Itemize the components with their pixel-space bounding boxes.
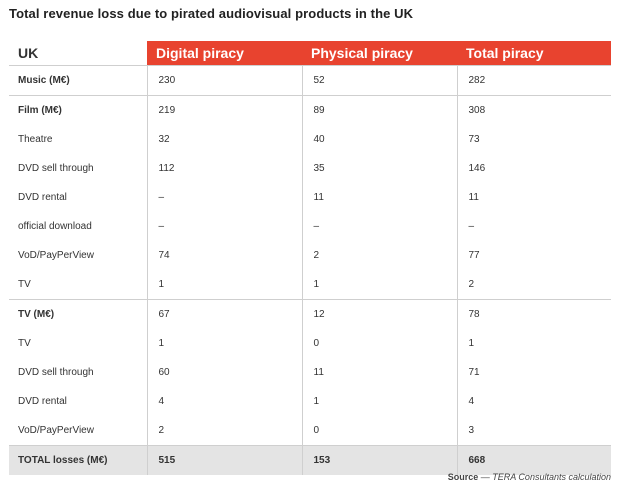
total-value: 78 — [456, 299, 611, 329]
row-label: TV — [18, 338, 31, 349]
total-value: 3 — [456, 416, 611, 446]
physical-value: 1 — [301, 270, 457, 300]
header-digital-piracy: Digital piracy — [147, 41, 302, 66]
row-label: DVD rental — [18, 192, 67, 203]
physical-value: 153 — [301, 445, 457, 475]
total-row: TOTAL losses (M€) 515 153 668 — [9, 445, 611, 475]
header-uk: UK — [9, 41, 147, 66]
physical-value: 11 — [301, 183, 457, 212]
physical-value: 35 — [301, 154, 457, 183]
total-value: 668 — [456, 445, 611, 475]
total-value: – — [456, 212, 611, 241]
source-text: TERA Consultants calculation — [492, 472, 611, 482]
digital-value: 1 — [146, 270, 302, 300]
digital-value: 32 — [146, 125, 302, 154]
total-value: 2 — [456, 270, 611, 300]
digital-value: 74 — [146, 241, 302, 270]
total-value: 308 — [456, 95, 611, 125]
digital-value: 2 — [146, 416, 302, 446]
physical-value: 40 — [301, 125, 457, 154]
total-value: 1 — [456, 329, 611, 358]
physical-value: 89 — [301, 95, 457, 125]
table-row: DVD rental 4 1 4 — [9, 387, 611, 416]
source-note: Source — TERA Consultants calculation — [448, 472, 611, 482]
table-row: DVD sell through 60 11 71 — [9, 358, 611, 387]
row-label: DVD sell through — [18, 163, 94, 174]
digital-value: 67 — [146, 299, 302, 329]
table-row: Film (M€) 219 89 308 — [9, 95, 611, 125]
row-label: Music (M€) — [18, 75, 70, 86]
total-value: 11 — [456, 183, 611, 212]
digital-value: – — [146, 212, 302, 241]
table-row: DVD rental – 11 11 — [9, 183, 611, 212]
total-value: 282 — [456, 65, 611, 96]
table-header-row: UK Digital piracy Physical piracy Total … — [9, 41, 611, 66]
total-value: 71 — [456, 358, 611, 387]
digital-value: 219 — [146, 95, 302, 125]
digital-value: 1 — [146, 329, 302, 358]
table-row: VoD/PayPerView 2 0 3 — [9, 416, 611, 446]
row-label: Film (M€) — [9, 95, 147, 125]
table-row: TV (M€) 67 12 78 — [9, 299, 611, 329]
total-value: 73 — [456, 125, 611, 154]
row-label: VoD/PayPerView — [18, 250, 94, 261]
table-row: Music (M€) 230 52 282 — [9, 65, 611, 96]
revenue-loss-table: UK Digital piracy Physical piracy Total … — [9, 41, 611, 475]
digital-value: 60 — [146, 358, 302, 387]
total-value: 146 — [456, 154, 611, 183]
table-row: VoD/PayPerView 74 2 77 — [9, 241, 611, 270]
header-total-piracy: Total piracy — [457, 41, 611, 66]
row-label: TOTAL losses (M€) — [9, 445, 147, 475]
digital-value: 230 — [146, 65, 302, 96]
table-title: Total revenue loss due to pirated audiov… — [9, 6, 414, 21]
header-physical-piracy: Physical piracy — [302, 41, 457, 66]
row-label: TV (M€) — [9, 299, 147, 329]
physical-value: 2 — [301, 241, 457, 270]
table-row: Theatre 32 40 73 — [9, 125, 611, 154]
physical-value: 52 — [301, 65, 457, 96]
physical-value: – — [301, 212, 457, 241]
table-row: DVD sell through 112 35 146 — [9, 154, 611, 183]
physical-value: 0 — [301, 329, 457, 358]
table-row: official download – – – — [9, 212, 611, 241]
physical-value: 12 — [301, 299, 457, 329]
row-label: DVD sell through — [18, 367, 94, 378]
row-label: official download — [18, 221, 92, 232]
source-dash: — — [480, 472, 490, 482]
row-label: TV — [18, 279, 31, 290]
digital-value: 4 — [146, 387, 302, 416]
table-row: TV 1 0 1 — [9, 329, 611, 358]
digital-value: – — [146, 183, 302, 212]
physical-value: 0 — [301, 416, 457, 446]
digital-value: 112 — [146, 154, 302, 183]
row-label: VoD/PayPerView — [18, 425, 94, 436]
digital-value: 515 — [146, 445, 302, 475]
physical-value: 1 — [301, 387, 457, 416]
row-label: Theatre — [18, 134, 53, 145]
physical-value: 11 — [301, 358, 457, 387]
total-value: 77 — [456, 241, 611, 270]
total-value: 4 — [456, 387, 611, 416]
table-row: TV 1 1 2 — [9, 270, 611, 300]
row-label: DVD rental — [18, 396, 67, 407]
source-label: Source — [447, 472, 479, 482]
